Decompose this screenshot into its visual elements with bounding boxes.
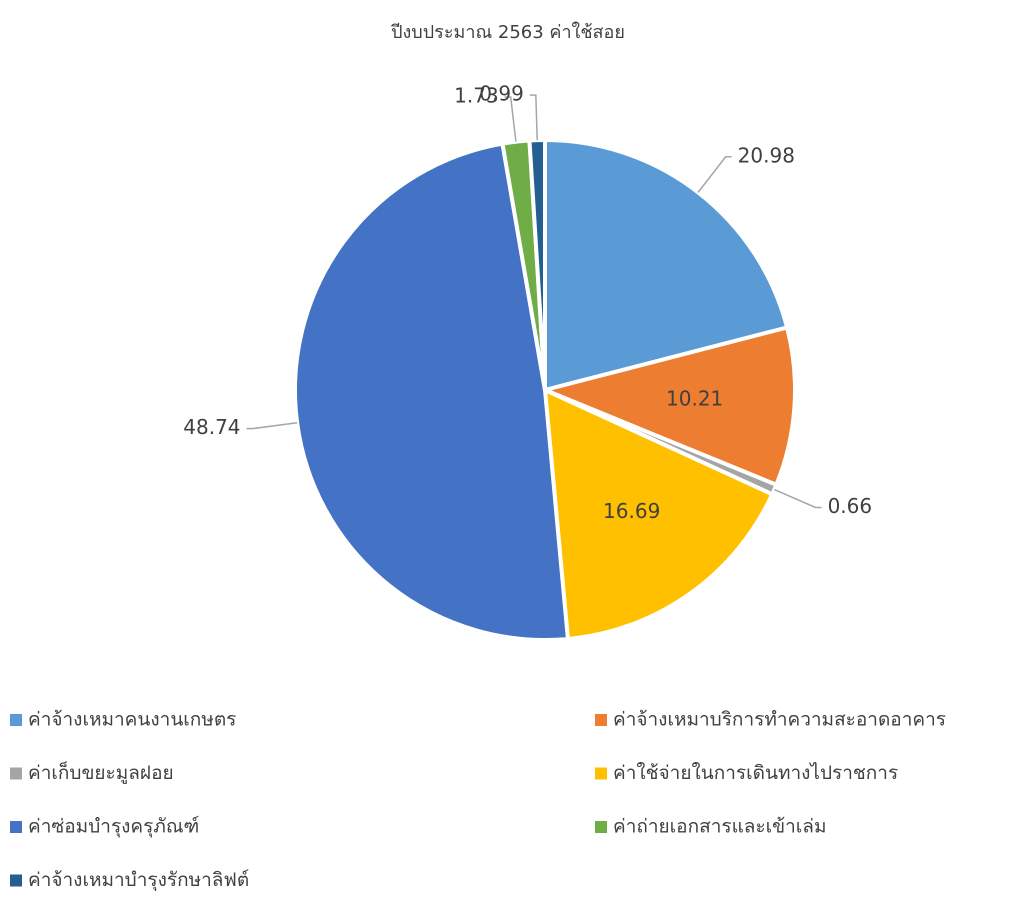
pie-slice — [527, 137, 547, 391]
legend-swatch — [595, 767, 607, 780]
data-label: 0.99 — [479, 82, 524, 106]
legend-label: ค่าจ้างเหมาบริการทำความสะอาดอาคาร — [613, 709, 946, 731]
data-label: 10.21 — [666, 387, 723, 411]
legend-swatch — [595, 714, 607, 726]
data-label: 0.66 — [828, 494, 873, 518]
pie-slice — [543, 137, 790, 393]
leader-line — [697, 156, 732, 193]
chart-title: ปีงบประมาณ 2563 ค่าใช้สอย — [391, 21, 625, 43]
data-label: 16.69 — [603, 499, 660, 523]
legend-swatch — [10, 767, 22, 780]
legend-label: ค่าจ้างเหมาคนงานเกษตร — [28, 709, 236, 731]
legend-swatch — [10, 874, 22, 887]
pie-slice — [292, 141, 571, 642]
legend-label: ค่าจ้างเหมาบำรุงรักษาลิฟต์ — [28, 869, 249, 892]
pie-slice — [542, 386, 775, 642]
legend-label: ค่าเก็บขยะมูลฝอย — [28, 760, 174, 784]
leader-line — [529, 94, 538, 141]
leader-line — [774, 488, 822, 509]
legend-label: ค่าถ่ายเอกสารและเข้าเล่ม — [613, 816, 826, 838]
data-label: 1.73 — [454, 84, 499, 108]
pie-slice — [538, 325, 797, 488]
legend-swatch — [10, 714, 22, 726]
legend-swatch — [595, 821, 607, 833]
leader-line — [246, 421, 298, 430]
leader-line — [504, 96, 517, 142]
legend-swatch — [10, 821, 22, 833]
legend-label: ค่าซ่อมบำรุงครุภัณฑ์ — [28, 816, 199, 839]
legend-label: ค่าใช้จ่ายในการเดินทางไปราชการ — [613, 762, 898, 784]
data-label: 48.74 — [183, 415, 240, 439]
data-label: 20.98 — [738, 143, 795, 167]
